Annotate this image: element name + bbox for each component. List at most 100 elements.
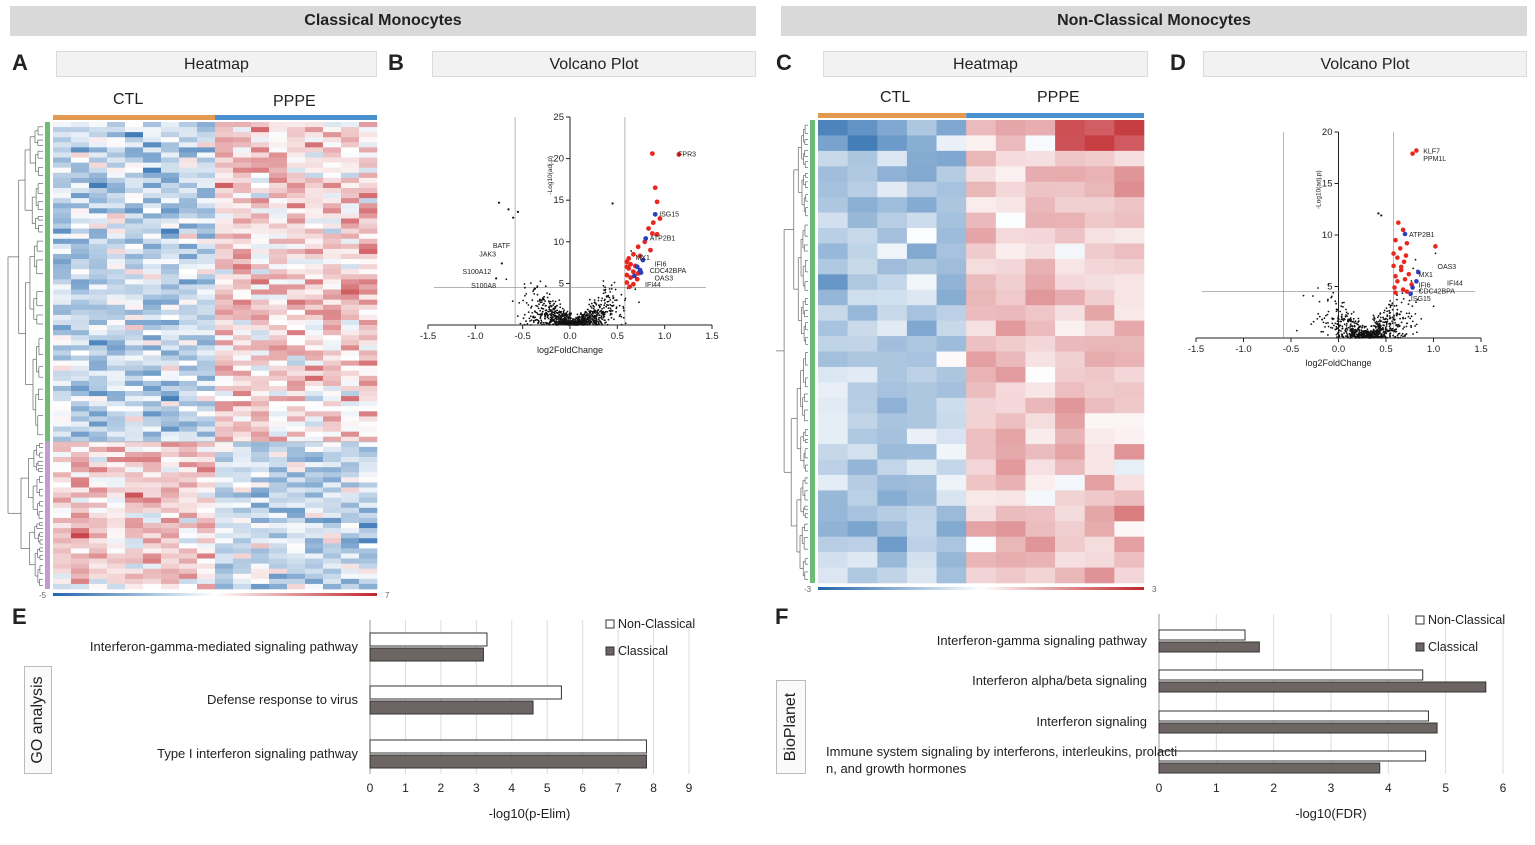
heatmap-cell	[1114, 336, 1145, 352]
heatmap-cell	[818, 552, 848, 568]
heatmap-cell	[53, 391, 72, 397]
heatmap-cell	[341, 355, 360, 361]
heatmap-cell	[179, 269, 198, 275]
heatmap-cell	[53, 127, 72, 133]
heatmap-cell	[341, 583, 360, 590]
data-point	[1343, 318, 1346, 321]
heatmap-cell	[53, 147, 72, 153]
heatmap-cell	[161, 533, 180, 539]
heatmap-cell	[305, 548, 324, 554]
heatmap-cell	[215, 142, 234, 148]
heatmap-cell	[359, 213, 378, 219]
heatmap-cell	[966, 397, 997, 414]
heatmap-cell	[936, 212, 967, 229]
heatmap-cell	[197, 583, 216, 590]
heatmap-cell	[197, 172, 216, 179]
data-point	[1351, 320, 1354, 323]
heatmap-cell	[359, 375, 378, 382]
heatmap-cell	[251, 401, 270, 407]
data-point	[1389, 335, 1391, 338]
data-point	[552, 304, 554, 306]
heatmap-cell	[359, 553, 378, 559]
data-point	[605, 321, 607, 324]
x-tick-label: 1.5	[705, 331, 718, 342]
heatmap-cell	[179, 294, 198, 300]
significant-point	[631, 269, 636, 275]
heatmap-cell	[269, 578, 288, 585]
data-point	[597, 299, 600, 302]
heatmap-cell	[305, 198, 324, 204]
heatmap-cell	[215, 583, 234, 590]
heatmap-cell	[161, 167, 180, 174]
heatmap-cell	[323, 203, 342, 209]
heatmap-cell	[269, 208, 288, 214]
heatmap-cell	[287, 517, 306, 524]
heatmap-cell	[359, 198, 378, 204]
ctl-group-bar	[818, 113, 967, 118]
data-point	[1379, 327, 1381, 330]
heatmap-cell	[287, 436, 306, 443]
heatmap-cell	[305, 583, 324, 590]
heatmap-cell	[107, 477, 126, 483]
heatmap-cell	[161, 193, 180, 199]
heatmap-cell	[107, 187, 126, 194]
data-point	[572, 323, 575, 326]
heatmap-cell	[215, 264, 234, 270]
heatmap-cell	[143, 431, 162, 438]
heatmap-cell	[995, 536, 1026, 553]
heatmap-cell	[125, 279, 144, 285]
heatmap-cell	[143, 487, 162, 493]
heatmap-cell	[1114, 428, 1145, 445]
data-point	[546, 322, 549, 325]
heatmap-cell	[107, 132, 126, 138]
heatmap-cell	[125, 482, 144, 488]
heatmap-cell	[359, 264, 378, 270]
heatmap-cell	[323, 517, 342, 524]
heatmap-cell	[906, 197, 937, 213]
heatmap-cell	[906, 336, 937, 352]
heatmap-cell	[818, 274, 848, 291]
category-label: Interferon alpha/beta signaling	[972, 673, 1147, 688]
heatmap-cell	[323, 401, 342, 407]
data-point	[597, 296, 600, 299]
data-point	[523, 313, 526, 316]
heatmap-cell	[233, 360, 252, 366]
heatmap-cell	[341, 167, 360, 174]
data-point	[1337, 315, 1340, 318]
heatmap-cell	[161, 441, 180, 448]
legend-swatch-classical	[1415, 642, 1425, 652]
heatmap-cell	[107, 517, 126, 524]
heatmap-cell	[233, 568, 252, 575]
data-point	[599, 310, 601, 313]
data-point	[540, 319, 543, 322]
heatmap-cell	[107, 228, 126, 234]
data-point	[529, 320, 531, 322]
heatmap-cell	[233, 345, 252, 351]
heatmap-cell	[53, 223, 72, 229]
heatmap-cell	[179, 314, 198, 321]
heatmap-cell	[251, 142, 270, 148]
data-point	[1322, 321, 1325, 324]
data-point	[560, 319, 563, 322]
heatmap-cell	[995, 336, 1026, 352]
heatmap-cell	[359, 208, 378, 214]
heatmap-cell	[161, 335, 180, 341]
heatmap-cell	[269, 553, 288, 559]
heatmap-cell	[341, 568, 360, 575]
heatmap-cell	[323, 127, 342, 133]
data-point	[554, 300, 557, 303]
heatmap-cell	[847, 397, 878, 414]
cluster-1-bar	[810, 120, 815, 583]
data-point	[1383, 333, 1386, 335]
heatmap-cell	[125, 507, 144, 514]
data-point	[1386, 320, 1389, 323]
color-scale-bar	[53, 593, 377, 596]
heatmap-cell	[359, 512, 378, 519]
heatmap-cell	[818, 166, 848, 183]
gene-label: ATP2B1	[650, 236, 676, 243]
data-point	[1411, 305, 1414, 307]
heatmap-cell	[359, 391, 378, 397]
heatmap-cell	[125, 467, 144, 473]
heatmap-cell	[818, 366, 848, 383]
data-point	[537, 320, 540, 323]
